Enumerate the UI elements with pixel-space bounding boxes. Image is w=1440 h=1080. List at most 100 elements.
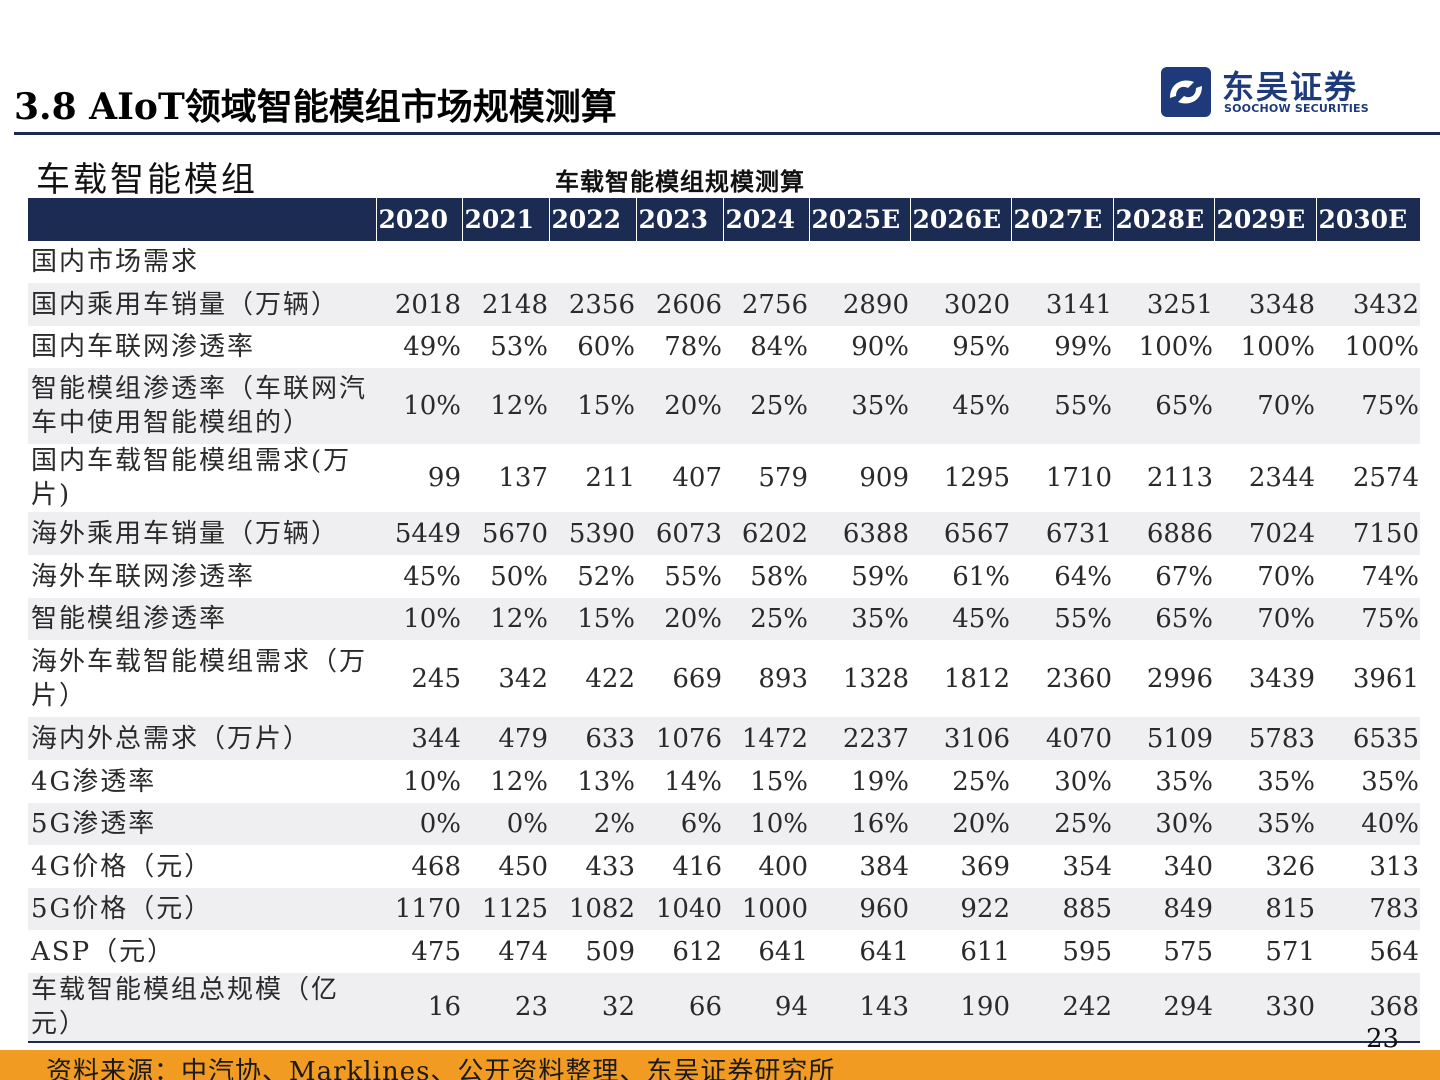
table-cell: 960 [809, 888, 910, 930]
table-cell: 342 [498, 663, 548, 694]
table-row: 国内市场需求 [28, 241, 1420, 283]
table-cell: 15% [750, 766, 808, 797]
table-cell: 12% [462, 368, 549, 444]
soochow-logo-icon [1161, 67, 1211, 117]
table-cell: 330 [1214, 973, 1316, 1043]
row-label: 海外车载智能模组需求（万片） [31, 646, 368, 711]
table-cell: 468 [411, 851, 461, 882]
logo-name-cn: 东吴证券 [1222, 68, 1359, 106]
table-cell: 815 [1214, 888, 1316, 930]
table-cell: 509 [585, 936, 635, 967]
table-cell: 1328 [842, 663, 909, 694]
table-cell: 30% [1113, 803, 1214, 845]
table-cell: 75% [1316, 368, 1420, 444]
table-cell: 25% [723, 368, 809, 444]
table-cell: 95% [952, 332, 1010, 362]
table-row: 海外车载智能模组需求（万片） 245 342 422 669 893 1328 1812 236… [28, 640, 1420, 717]
table-cell: 5783 [1214, 717, 1316, 760]
table-cell: 190 [910, 973, 1011, 1043]
column-header: 2020 [375, 198, 462, 241]
table-cell: 6535 [1316, 717, 1420, 760]
row-label: 国内车载智能模组需求(万片) [31, 446, 352, 510]
table-cell: 2756 [723, 283, 809, 326]
table-cell: 16% [809, 803, 910, 845]
table-row: 国内乘用车销量（万辆） 2018 2148 2356 2606 2756 2890 3020 3… [28, 283, 1420, 326]
table-cell: 433 [585, 851, 635, 882]
table-cell: 6886 [1113, 512, 1214, 555]
table-cell: 66 [636, 973, 723, 1043]
table-cell: 2148 [462, 283, 549, 326]
row-label: 5G价格（元） [28, 888, 376, 930]
table-row: 海外乘用车销量（万辆） 5449 5670 5390 6073 6202 6388 6567 6… [28, 512, 1420, 555]
table-cell: 1040 [636, 888, 723, 930]
table-cell: 55% [664, 561, 722, 592]
table-cell: 12% [490, 766, 548, 797]
section-label: 车载智能模组 [36, 160, 258, 200]
table-cell [723, 241, 809, 283]
table-cell: 10% [376, 368, 462, 444]
table-row: 4G价格（元） 468 450 433 416 400 384 369 354 340 326 313 [28, 845, 1420, 888]
table-cell: 3961 [1352, 663, 1419, 694]
row-label: 国内乘用车销量（万辆） [28, 283, 376, 326]
table-cell: 20% [910, 803, 1011, 845]
table-cell: 2574 [1352, 463, 1419, 493]
table-cell: 641 [758, 936, 808, 967]
table-cell: 909 [859, 463, 909, 493]
table-cell: 137 [498, 463, 548, 493]
row-label: 国内市场需求 [31, 247, 200, 277]
column-header [28, 198, 376, 241]
table-cell: 35% [1257, 766, 1315, 797]
table-cell: 35% [809, 598, 910, 640]
column-header: 2029E [1213, 198, 1316, 241]
table-cell: 25% [952, 766, 1010, 797]
table-cell: 49% [403, 332, 461, 362]
table-cell: 65% [1113, 368, 1214, 444]
company-logo: 东吴证券 SOOCHOW SECURITIES [1160, 66, 1380, 118]
table-cell: 6731 [1011, 512, 1113, 555]
table-cell: 35% [1214, 803, 1316, 845]
column-header: 2026E [909, 198, 1011, 241]
table-cell: 1082 [549, 888, 636, 930]
title-divider [14, 132, 1440, 135]
table-cell: 1170 [376, 888, 462, 930]
table-cell: 242 [1011, 973, 1113, 1043]
table-cell: 58% [750, 561, 808, 592]
table-cell: 90% [851, 332, 909, 362]
table-cell: 2996 [1146, 663, 1213, 694]
column-header: 2028E [1112, 198, 1214, 241]
table-cell: 10% [723, 803, 809, 845]
table-cell: 6388 [809, 512, 910, 555]
row-label: 海内外总需求（万片） [28, 717, 376, 760]
table-cell: 5449 [376, 512, 462, 555]
table-cell: 12% [462, 598, 549, 640]
table-cell: 65% [1113, 598, 1214, 640]
source-bar [0, 1050, 1440, 1080]
table-cell: 245 [411, 663, 461, 694]
table-cell: 25% [1011, 803, 1113, 845]
table-row: 国内车联网渗透率 49% 53% 60% 78% 84% 90% 95% 99% 100% 100%… [28, 326, 1420, 368]
row-label: 智能模组渗透率（车联网汽车中使用智能模组的） [28, 368, 376, 444]
table-cell: 45% [910, 598, 1011, 640]
table-cell: 3020 [910, 283, 1011, 326]
table-cell: 893 [758, 663, 808, 694]
table-cell: 340 [1163, 851, 1213, 882]
table-cell: 70% [1214, 598, 1316, 640]
column-header: 2021 [461, 198, 549, 241]
table-row: 4G渗透率 10% 12% 13% 14% 15% 19% 25% 30% 35% 35% 35% [28, 760, 1420, 803]
column-header: 2030E [1315, 198, 1420, 241]
table-row: ASP（元） 475 474 509 612 641 641 611 595 575 571 564 [28, 930, 1420, 973]
table-cell: 407 [672, 463, 722, 493]
table-cell: 2237 [809, 717, 910, 760]
table-cell: 16 [376, 973, 462, 1043]
table-cell: 1125 [462, 888, 549, 930]
table-caption: 车载智能模组规模测算 [555, 167, 805, 196]
table-cell: 30% [1054, 766, 1112, 797]
table-cell: 61% [952, 561, 1010, 592]
table-cell: 0% [462, 803, 549, 845]
table-row: 海外车联网渗透率 45% 50% 52% 55% 58% 59% 61% 64% 67% 70% 74… [28, 555, 1420, 598]
data-table: 2020 2021 2022 2023 2024 2025E 2026E 202… [28, 198, 1420, 1043]
table-cell: 369 [960, 851, 1010, 882]
table-cell [809, 241, 910, 283]
table-cell: 75% [1316, 598, 1420, 640]
table-cell [376, 241, 462, 283]
